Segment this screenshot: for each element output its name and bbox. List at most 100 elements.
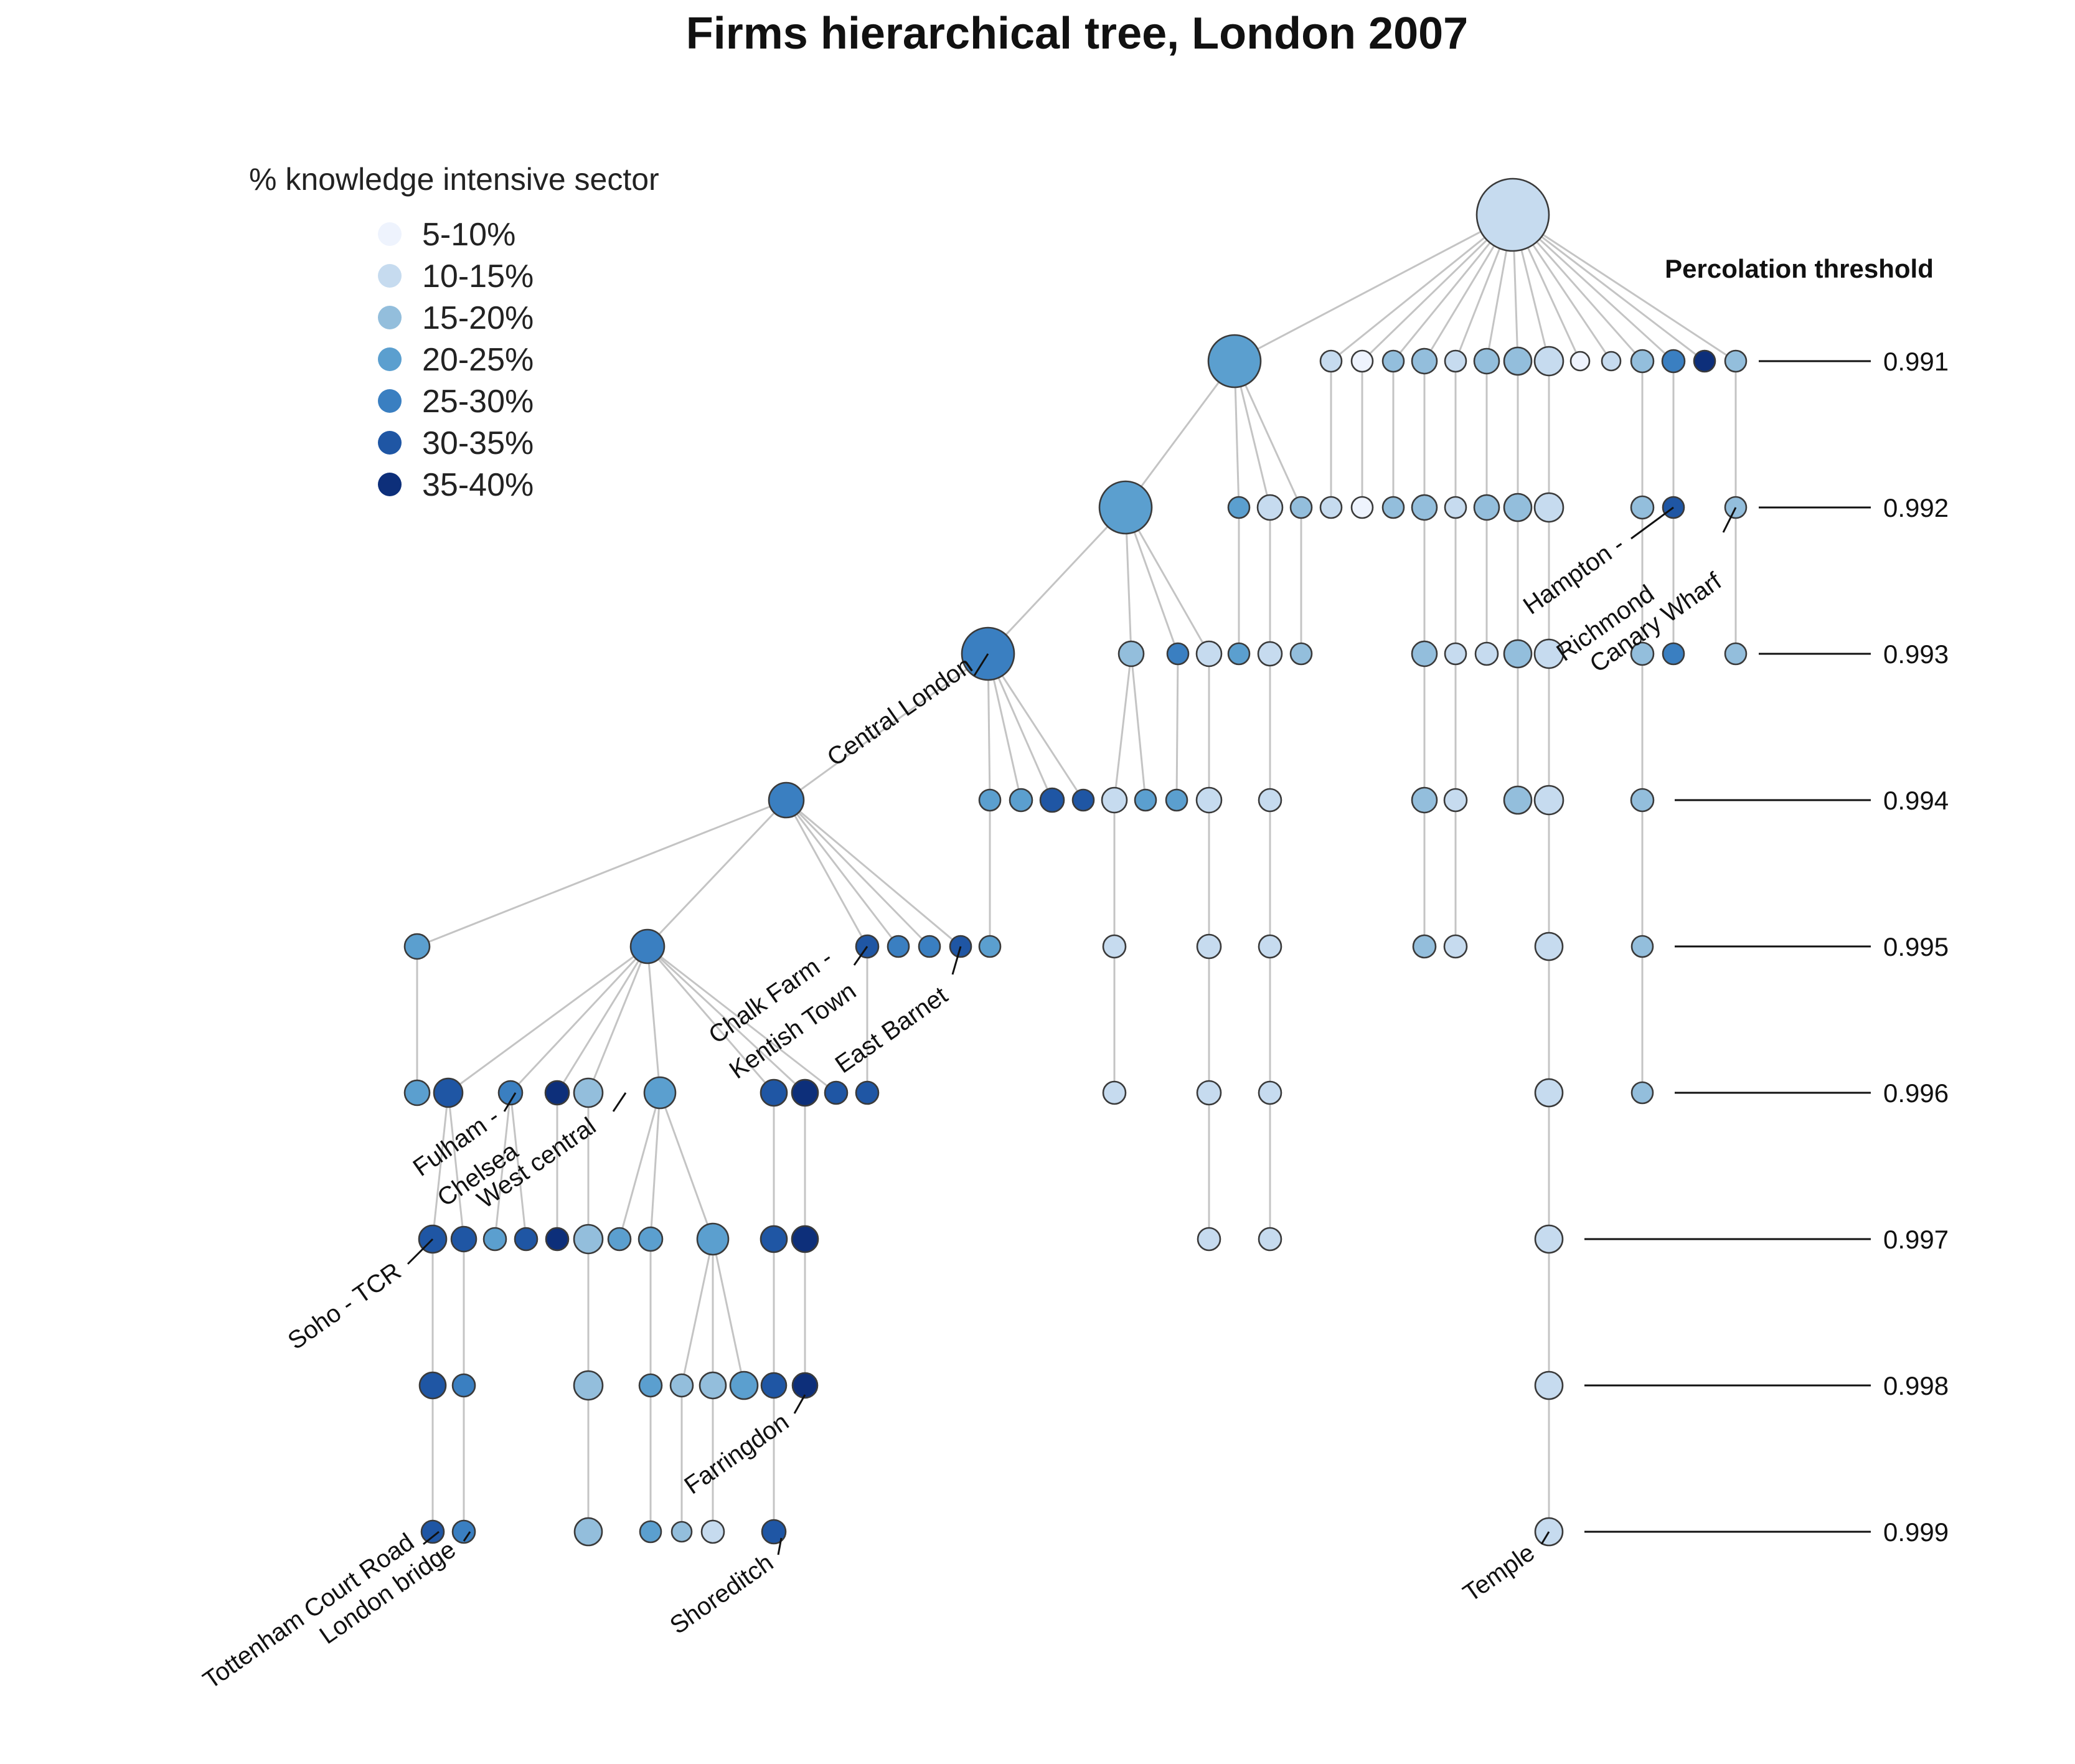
tree-node [1134,788,1157,812]
tree-node [639,1520,662,1544]
tree-node [514,1227,539,1252]
tree-node [1098,480,1153,535]
tree-edge [786,799,961,948]
label-leader-line [463,1531,471,1542]
tree-edge [647,945,837,1094]
tree-root-node [1475,177,1550,252]
legend-swatch [378,306,402,329]
tree-node [638,1373,663,1398]
tree-node [1662,642,1685,666]
tree-node [1503,639,1533,669]
tree-edge [987,653,1085,801]
tree-edge [416,799,787,948]
tree-node [497,1080,524,1106]
tree-edge [646,799,788,948]
legend-swatch [378,222,402,246]
tree-node [918,935,941,958]
tree-node [824,1080,849,1105]
tree-edges [416,214,1737,1532]
threshold-title: Percolation threshold [1665,254,1934,283]
legend-swatch [378,431,402,455]
tree-node [544,1080,570,1106]
threshold-label: 0.998 [1883,1371,1949,1400]
label-leader-line [973,653,989,676]
legend-label: 20-25% [422,342,534,378]
label-leader-line [793,1394,806,1414]
place-label: Tottenham Court Road [198,1528,419,1694]
tree-node [1289,642,1313,666]
tree-node [482,1227,507,1252]
tree-node [1473,347,1500,375]
tree-node [1165,788,1188,812]
tree-node [1569,351,1591,372]
tree-edge [785,799,900,947]
tree-node [1630,641,1655,666]
tree-node [403,1079,431,1106]
tree-node [420,1519,445,1544]
legend-swatch [378,264,402,288]
tree-node [670,1521,693,1543]
tree-node [760,1078,788,1107]
tree-node [1533,638,1564,669]
tree-node [1630,495,1655,520]
tree-edge [509,945,649,1094]
legend-swatch [378,389,402,413]
tree-node [1724,349,1748,373]
tree-node [768,781,805,819]
tree-node [1258,1227,1282,1252]
tree-edge [1512,214,1736,362]
tree-edge [1113,653,1132,801]
tree-node [1381,349,1405,373]
tree-node [1630,788,1655,813]
tree-node [1503,785,1533,815]
tree-edge [646,946,661,1093]
tree-edge [785,799,868,947]
tree-node [1534,1078,1564,1108]
label-leader-line [423,1531,440,1545]
tree-node [1039,787,1065,813]
threshold-label: 0.994 [1883,786,1949,815]
tree-edge [447,1092,465,1240]
tree-node [418,1371,447,1400]
tree-node [1411,347,1438,375]
tree-node [629,928,666,965]
tree-node [1444,642,1467,666]
tree-node [1474,641,1499,666]
tree-node [1443,788,1468,813]
tree-node [978,935,1002,958]
tree-node [573,1077,604,1108]
place-label: Farringdon [679,1408,794,1499]
tree-node [791,1078,819,1107]
tree-node [887,935,910,958]
tree-node [1724,642,1748,666]
tree-node [1381,496,1405,519]
tree-node [1258,788,1282,813]
tree-node [791,1372,819,1399]
threshold-label: 0.992 [1883,493,1949,522]
tree-node [1197,1227,1221,1252]
tree-edge [1330,214,1513,362]
threshold-label: 0.991 [1883,347,1949,376]
tree-node [638,1226,664,1252]
tree-edge [785,799,931,948]
tree-node [1444,496,1467,519]
tree-edge [712,1238,745,1386]
legend-label: 25-30% [422,384,534,420]
tree-node [1534,932,1564,961]
label-leader-line [1540,1531,1550,1545]
tree-edge [649,1092,661,1240]
tree-node [1693,349,1716,373]
tree-edge [1512,214,1705,362]
tree-edge [646,945,806,1094]
tree-node [1258,1080,1282,1105]
tree-nodes [403,177,1748,1547]
tree-node [1444,349,1467,373]
legend-swatch [378,473,402,496]
threshold-label: 0.999 [1883,1517,1949,1547]
tree-node [1412,934,1437,959]
tree-edge [1130,653,1147,801]
tree-edge [448,945,648,1094]
label-leader-line [1722,507,1737,533]
tree-node [1196,933,1222,960]
tree-node [1630,935,1654,958]
